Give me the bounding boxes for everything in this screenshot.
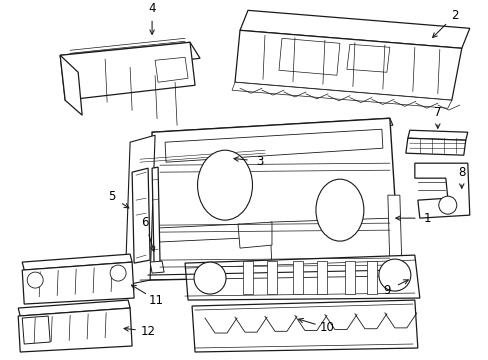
- Polygon shape: [18, 300, 130, 316]
- Polygon shape: [346, 44, 389, 72]
- Circle shape: [110, 265, 126, 281]
- Polygon shape: [165, 129, 382, 162]
- Polygon shape: [155, 224, 242, 242]
- Circle shape: [378, 259, 410, 291]
- Polygon shape: [238, 222, 271, 248]
- Polygon shape: [405, 138, 465, 155]
- Polygon shape: [184, 255, 419, 300]
- Ellipse shape: [315, 179, 363, 241]
- Polygon shape: [148, 118, 399, 280]
- Polygon shape: [125, 135, 155, 285]
- Text: 5: 5: [108, 190, 115, 203]
- Polygon shape: [192, 300, 417, 352]
- Polygon shape: [231, 82, 451, 108]
- Bar: [366, 261, 376, 294]
- Bar: [292, 261, 303, 294]
- Polygon shape: [132, 168, 150, 263]
- Polygon shape: [150, 261, 164, 273]
- Bar: [316, 261, 326, 294]
- Text: 4: 4: [148, 2, 156, 15]
- Bar: [344, 261, 354, 294]
- Text: 6: 6: [141, 216, 149, 229]
- Polygon shape: [22, 316, 50, 344]
- Polygon shape: [22, 254, 132, 270]
- Ellipse shape: [197, 150, 252, 220]
- Polygon shape: [130, 148, 271, 165]
- Polygon shape: [278, 38, 339, 75]
- Polygon shape: [60, 55, 82, 115]
- Text: 1: 1: [423, 212, 431, 225]
- Polygon shape: [240, 10, 469, 48]
- Bar: [243, 261, 252, 294]
- Text: 12: 12: [140, 325, 155, 338]
- Polygon shape: [269, 218, 394, 268]
- Polygon shape: [407, 130, 467, 140]
- Polygon shape: [155, 57, 188, 82]
- Text: 2: 2: [450, 9, 458, 22]
- Text: 3: 3: [256, 155, 263, 168]
- Polygon shape: [152, 118, 392, 139]
- Text: 10: 10: [320, 321, 334, 334]
- Polygon shape: [60, 42, 200, 72]
- Circle shape: [194, 262, 225, 294]
- Polygon shape: [387, 195, 401, 265]
- Text: 8: 8: [457, 166, 465, 179]
- Text: 9: 9: [383, 284, 390, 297]
- Polygon shape: [18, 308, 132, 352]
- Polygon shape: [60, 42, 195, 100]
- Text: 11: 11: [149, 294, 164, 307]
- Bar: [266, 261, 276, 294]
- Polygon shape: [22, 262, 134, 304]
- Text: 7: 7: [433, 106, 441, 119]
- Circle shape: [27, 272, 43, 288]
- Circle shape: [438, 196, 456, 214]
- Polygon shape: [414, 163, 469, 218]
- Polygon shape: [152, 167, 160, 265]
- Polygon shape: [235, 30, 461, 100]
